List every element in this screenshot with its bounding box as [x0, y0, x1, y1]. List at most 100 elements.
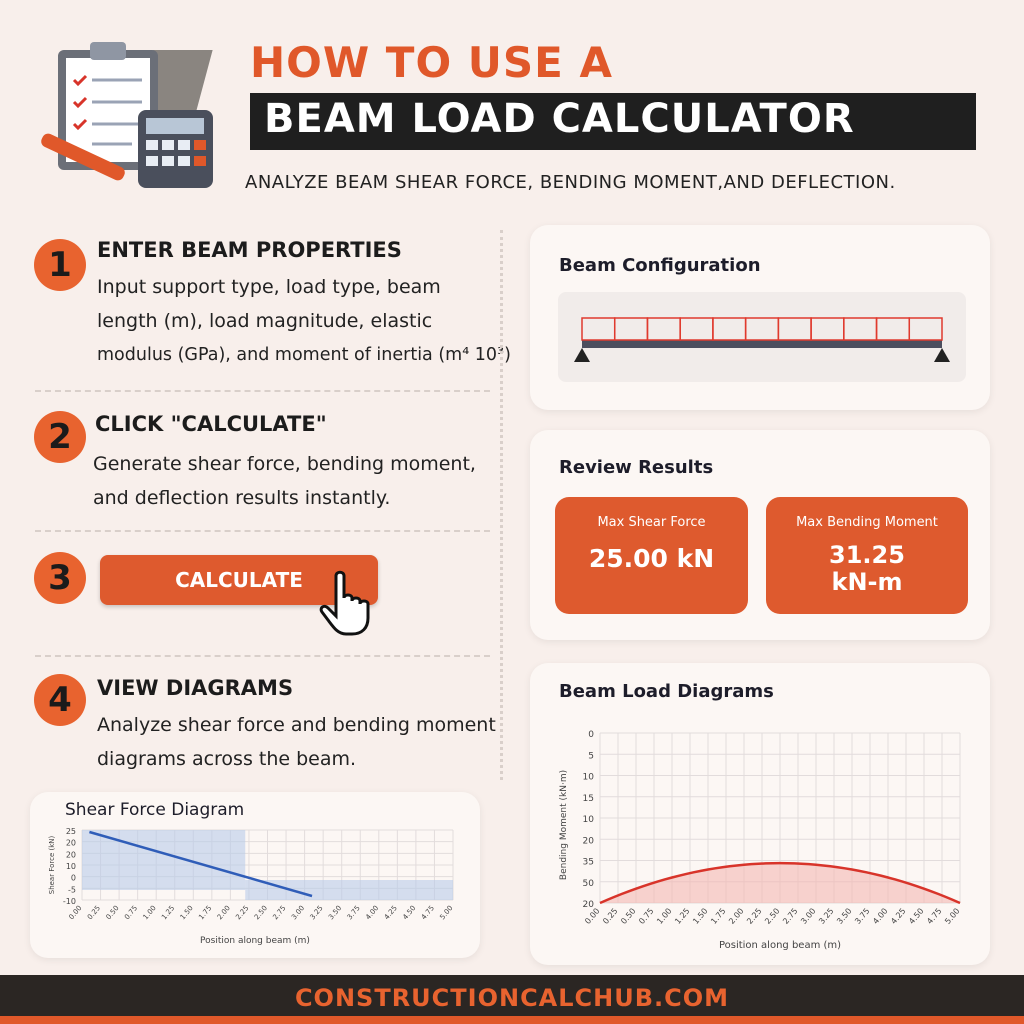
- x-tick-label: 1.25: [160, 904, 176, 921]
- y-tick-label: 20: [66, 839, 76, 848]
- y-tick-label: 10: [583, 815, 595, 825]
- x-tick-label: 4.50: [401, 904, 417, 921]
- title-line-1: HOW TO USE A: [250, 38, 613, 87]
- title-bar: [250, 93, 976, 150]
- body-line: length (m), load magnitude, elastic: [97, 310, 433, 332]
- y-tick-label: 20: [583, 900, 595, 910]
- x-tick-label: 3.50: [327, 904, 343, 921]
- y-tick-label: -5: [68, 885, 76, 894]
- x-tick-label: 3.25: [817, 907, 835, 926]
- roller-support-icon: [934, 348, 950, 362]
- max-moment-label: Max Bending Moment: [796, 515, 938, 530]
- x-tick-label: 2.50: [763, 907, 781, 926]
- step-1-heading: ENTER BEAM PROPERTIES: [97, 238, 402, 262]
- negative-shear-area: [245, 880, 453, 900]
- moment-area: [600, 863, 960, 903]
- calculate-button[interactable]: CALCULATE: [100, 555, 378, 605]
- load-segment: [679, 317, 714, 341]
- body-line: Input support type, load type, beam: [97, 276, 441, 298]
- y-tick-label: 5: [588, 751, 594, 761]
- y-tick-label: 20: [66, 850, 76, 859]
- y-tick-label: 0: [588, 730, 594, 740]
- beam-diagram: [574, 317, 950, 362]
- load-segment: [581, 317, 616, 341]
- x-tick-label: 0.75: [637, 907, 655, 926]
- x-tick-label: 3.00: [290, 904, 306, 921]
- load-segment: [613, 317, 649, 341]
- load-segment: [646, 317, 681, 341]
- x-tick-label: 4.75: [925, 907, 943, 926]
- x-tick-label: 0.25: [86, 904, 102, 921]
- footer-site[interactable]: CONSTRUCTIONCALCHUB.COM: [0, 975, 1024, 1016]
- load-segment: [843, 317, 878, 341]
- step-1-number: 1: [34, 239, 86, 291]
- max-shear-box: Max Shear Force 25.00 kN: [555, 497, 748, 614]
- x-tick-label: 4.50: [907, 907, 925, 926]
- beam-member: [582, 340, 942, 348]
- step-2-number: 2: [34, 411, 86, 463]
- x-tick-label: 2.75: [781, 907, 799, 926]
- x-tick-label: 2.25: [234, 904, 250, 921]
- load-segment: [875, 317, 911, 341]
- x-tick-label: 4.00: [364, 904, 380, 921]
- body-line: and deflection results instantly.: [93, 487, 391, 509]
- step-4-body: Analyze shear force and bending moment d…: [97, 708, 496, 776]
- divider: [35, 390, 490, 392]
- x-tick-label: 1.75: [709, 907, 727, 926]
- value-line: kN-m: [831, 568, 903, 596]
- step-2-heading: CLICK "CALCULATE": [95, 412, 327, 436]
- load-segment: [908, 317, 943, 341]
- x-axis-label: Position along beam (m): [200, 936, 310, 946]
- beam-config-title: Beam Configuration: [559, 255, 761, 276]
- body-line: Analyze shear force and bending moment: [97, 714, 496, 736]
- y-tick-label: 50: [583, 879, 595, 889]
- x-tick-label: 4.25: [889, 907, 907, 926]
- column-divider: [500, 230, 503, 780]
- step-2-body: Generate shear force, bending moment, an…: [93, 447, 476, 515]
- footer-stripe: [0, 1016, 1024, 1024]
- y-tick-label: 25: [66, 827, 76, 836]
- max-moment-box: Max Bending Moment 31.25 kN-m: [766, 497, 968, 614]
- x-tick-label: 1.75: [197, 904, 213, 921]
- x-tick-label: 4.25: [383, 904, 399, 921]
- x-tick-label: 1.00: [142, 904, 158, 921]
- x-tick-label: 2.75: [271, 904, 287, 921]
- beam-load-diagrams-card: [530, 663, 990, 965]
- x-tick-label: 4.00: [871, 907, 889, 926]
- x-tick-label: 1.00: [655, 907, 673, 926]
- shear-line: [89, 830, 313, 898]
- x-tick-label: 1.50: [179, 904, 195, 921]
- max-shear-value: 25.00 kN: [588, 544, 715, 573]
- step-1-body: Input support type, load type, beam leng…: [97, 270, 511, 372]
- y-axis-label: Shear Force (kN): [48, 835, 56, 894]
- x-tick-label: 3.25: [309, 904, 325, 921]
- moment-curve: [599, 861, 961, 905]
- hand-cursor-icon: [319, 570, 370, 636]
- y-tick-label: 20: [583, 836, 595, 846]
- body-line: modulus (GPa), and moment of inertia (m⁴…: [97, 345, 511, 365]
- y-tick-label: 35: [583, 858, 594, 868]
- title-line-2: BEAM LOAD CALCULATOR: [264, 96, 855, 142]
- body-line: diagrams across the beam.: [97, 748, 357, 770]
- beam-diagram-panel: [558, 292, 966, 382]
- pin-support-icon: [574, 348, 590, 362]
- y-axis-label: Bending Moment (kN·m): [559, 770, 569, 880]
- body-line: Generate shear force, bending moment,: [93, 453, 476, 475]
- x-tick-label: 1.50: [691, 907, 709, 926]
- x-tick-label: 0.50: [619, 907, 637, 926]
- x-tick-label: 4.75: [420, 904, 436, 921]
- step-4-number: 4: [34, 674, 86, 726]
- x-tick-label: 0.00: [67, 904, 83, 921]
- diagrams-title: Beam Load Diagrams: [559, 681, 774, 702]
- x-tick-label: 2.25: [745, 907, 763, 926]
- y-tick-label: 15: [583, 794, 594, 804]
- positive-shear-area: [82, 830, 246, 890]
- value-line: 31.25: [829, 541, 905, 569]
- max-moment-value: 31.25 kN-m: [766, 542, 968, 596]
- bending-moment-chart: 0.00 0.25 0.50 0.75 1.00 1.25 1.50 1.75 2.00 2.25…: [559, 730, 962, 951]
- x-axis-label: Position along beam (m): [719, 940, 841, 951]
- x-tick-label: 2.00: [727, 907, 745, 926]
- divider: [35, 655, 490, 657]
- x-tick-label: 2.00: [216, 904, 232, 921]
- load-segment: [777, 317, 812, 341]
